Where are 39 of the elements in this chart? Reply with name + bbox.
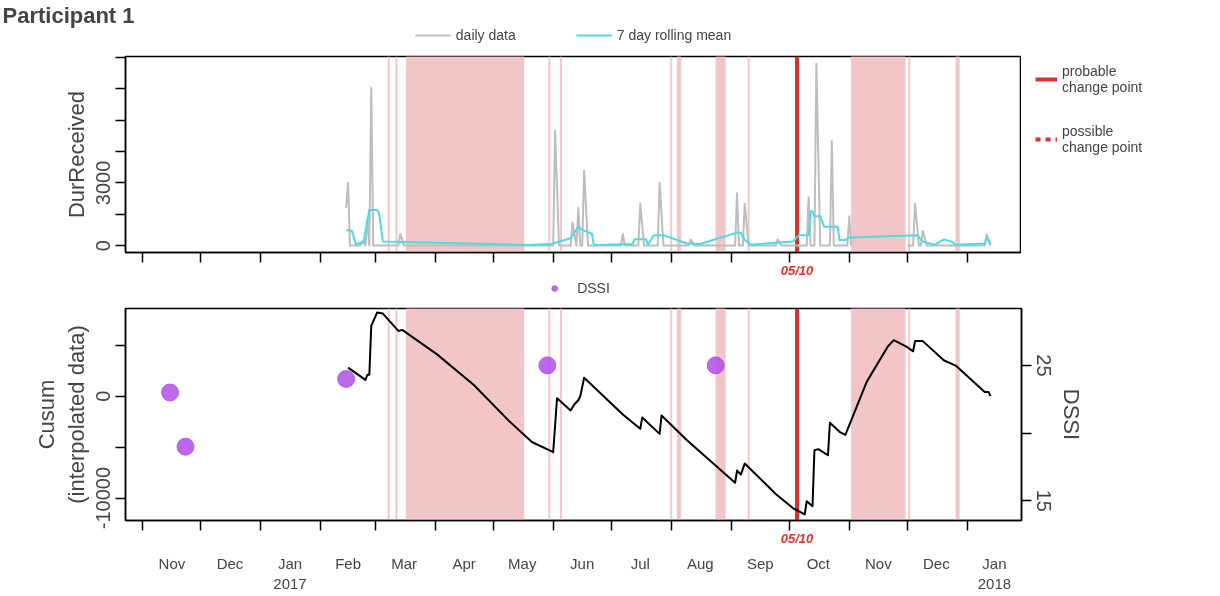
x-tick-label: Nov: [864, 554, 893, 572]
y2-tick-label: 25: [1032, 354, 1055, 377]
y-tick-label: 0: [92, 390, 115, 402]
point: [706, 356, 725, 375]
x-tick-label: Oct: [806, 554, 831, 572]
x-tick-label: Jan 2017: [273, 554, 307, 592]
x-tick-label: Jan 2018: [977, 554, 1012, 592]
x-tick-label: Dec: [216, 554, 244, 572]
legend-label: DSSI: [577, 280, 610, 296]
y2-tick-label: 15: [1032, 489, 1055, 512]
x-tick-label: Dec: [923, 554, 951, 572]
legend-label: 7 day rolling mean: [616, 27, 732, 43]
y-axis-title: DurReceived: [63, 90, 89, 219]
ref-line-label: 05/10: [780, 262, 815, 278]
x-tick-label: Mar: [391, 554, 418, 572]
y-tick-label: -10000: [92, 466, 115, 530]
x-tick-label: May: [508, 554, 537, 572]
legend-label: daily data: [455, 27, 516, 43]
y-tick-label: 0: [92, 240, 115, 252]
x-tick-label: Sep: [746, 554, 774, 572]
x-tick-label: Apr: [452, 554, 476, 572]
point: [337, 369, 356, 388]
line-series: [347, 311, 992, 516]
line-series: [345, 209, 992, 246]
x-tick-label: Feb: [335, 554, 361, 572]
x-tick-label: Nov: [158, 554, 186, 572]
text: possible change point: [1062, 122, 1143, 156]
x-tick-label: Aug: [686, 554, 714, 572]
text: probable change point: [1062, 62, 1143, 96]
x-tick-label: Jul: [630, 554, 650, 572]
point: [176, 437, 195, 456]
point: [538, 356, 557, 375]
ref-line-label: 05/10: [780, 530, 815, 546]
y2-axis-title: DSSI: [1058, 388, 1084, 441]
point: [161, 383, 180, 402]
x-tick-label: Jun: [570, 554, 595, 572]
chart-title: Participant 1: [2, 2, 135, 28]
y-axis-title: Cusum (interpolated data): [33, 325, 89, 504]
y-tick-label: 3000: [92, 160, 115, 206]
